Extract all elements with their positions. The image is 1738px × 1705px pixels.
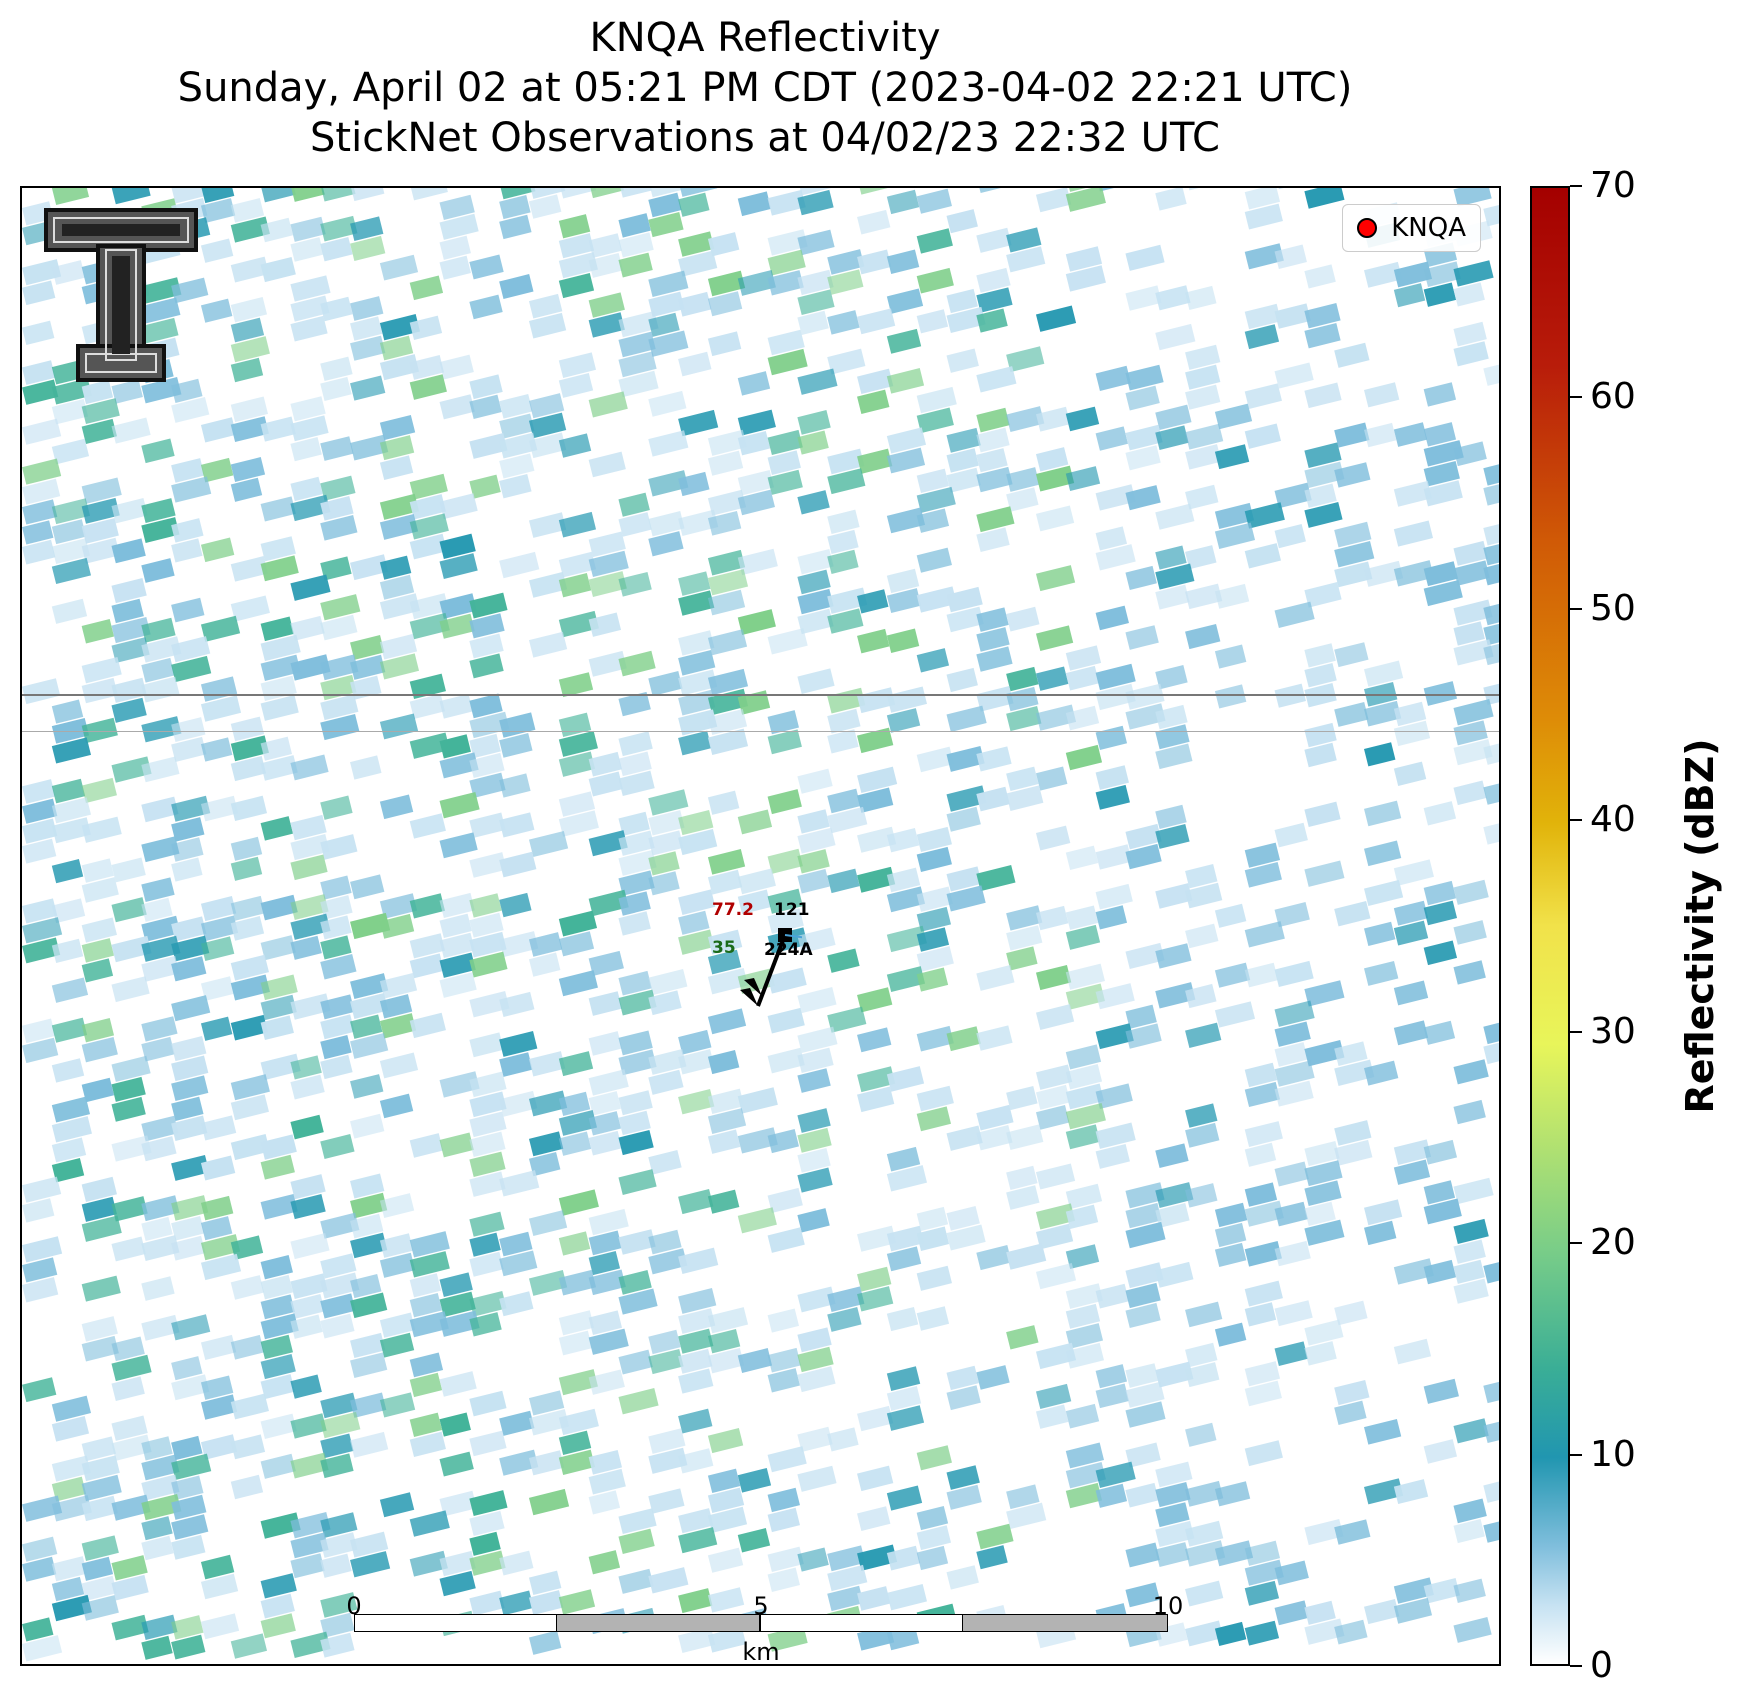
colorbar-tick-label: 20 <box>1590 1222 1636 1264</box>
station-temperature: 77.2 <box>712 900 754 920</box>
scale-tick-5: 5 <box>753 1592 769 1620</box>
knqa-marker-icon <box>1357 218 1378 238</box>
colorbar-tick <box>1570 1242 1582 1245</box>
map-subtitle-obs: StickNet Observations at 04/02/23 22:32 … <box>310 115 1220 161</box>
colorbar-tick <box>1570 1453 1582 1456</box>
map-subtitle-time: Sunday, April 02 at 05:21 PM CDT (2023-0… <box>177 65 1353 111</box>
station-id: 224A <box>764 940 813 960</box>
colorbar-tick <box>1570 819 1582 822</box>
colorbar-tick-label: 50 <box>1590 587 1636 629</box>
reflectivity-field <box>22 188 1499 1662</box>
legend-label: KNQA <box>1391 213 1466 243</box>
station-pressure: 121 <box>774 900 810 920</box>
colorbar-tick <box>1570 396 1582 399</box>
colorbar-tick-label: 70 <box>1590 165 1636 206</box>
station-dewpoint: 35 <box>712 938 736 958</box>
scale-tick-0: 0 <box>346 1592 362 1620</box>
colorbar-tick <box>1570 185 1582 187</box>
reflectivity-cells <box>22 188 1499 1662</box>
reference-line-lower <box>22 731 1499 732</box>
map-legend: KNQA <box>1342 204 1481 252</box>
colorbar-tick-label: 10 <box>1590 1433 1636 1475</box>
scale-bar: 0 5 10 km <box>346 1590 1183 1666</box>
colorbar-tick <box>1570 1665 1582 1667</box>
reference-line-upper <box>22 694 1499 696</box>
colorbar-tick <box>1570 1030 1582 1033</box>
map-title: KNQA Reflectivity <box>589 15 941 61</box>
colorbar-tick <box>1570 607 1582 610</box>
colorbar <box>1530 186 1570 1666</box>
scale-unit: km <box>742 1638 780 1666</box>
colorbar-tick-label: 60 <box>1590 376 1636 418</box>
scale-tick-10: 10 <box>1152 1592 1184 1620</box>
colorbar-tick-label: 30 <box>1590 1010 1636 1052</box>
wind-barb-icon <box>740 928 802 1007</box>
radar-map[interactable]: KNQA 77.2 121 35 224A <box>20 186 1501 1666</box>
colorbar-tick-label: 0 <box>1590 1645 1613 1686</box>
colorbar-tick-label: 40 <box>1590 799 1636 841</box>
colorbar-title: Reflectivity (dBZ) <box>1678 738 1722 1114</box>
texas-tech-logo <box>44 208 198 382</box>
